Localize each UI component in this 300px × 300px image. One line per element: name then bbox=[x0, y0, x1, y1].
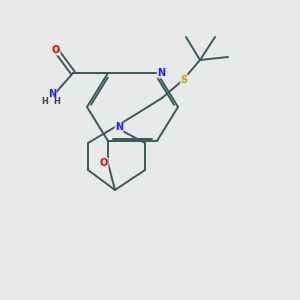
Text: N: N bbox=[48, 89, 56, 99]
Text: O: O bbox=[100, 158, 108, 168]
Text: N: N bbox=[115, 122, 123, 132]
Text: N: N bbox=[157, 68, 165, 78]
Text: S: S bbox=[180, 75, 188, 85]
Text: O: O bbox=[52, 45, 60, 55]
Text: H: H bbox=[54, 97, 60, 106]
Text: H: H bbox=[42, 97, 48, 106]
